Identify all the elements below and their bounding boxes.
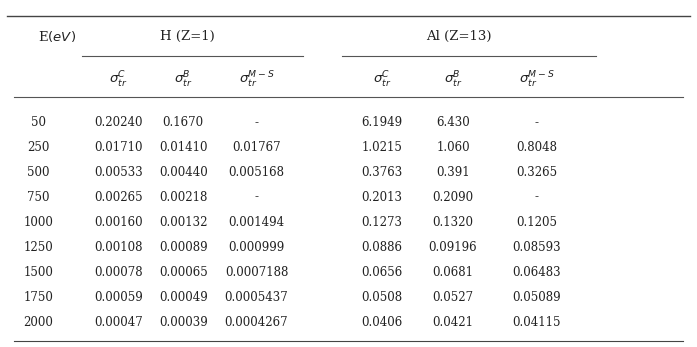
Text: 0.1273: 0.1273 xyxy=(362,215,402,229)
Text: 0.00049: 0.00049 xyxy=(159,290,208,304)
Text: 0.00218: 0.00218 xyxy=(159,191,208,204)
Text: 0.8048: 0.8048 xyxy=(516,141,557,154)
Text: 0.2013: 0.2013 xyxy=(362,191,402,204)
Text: 0.01767: 0.01767 xyxy=(232,141,281,154)
Text: 0.01410: 0.01410 xyxy=(159,141,208,154)
Text: 0.1320: 0.1320 xyxy=(433,215,473,229)
Text: 0.00265: 0.00265 xyxy=(94,191,143,204)
Text: 0.00160: 0.00160 xyxy=(94,215,143,229)
Text: -: - xyxy=(535,191,539,204)
Text: 0.00132: 0.00132 xyxy=(159,215,208,229)
Text: 0.04115: 0.04115 xyxy=(512,315,561,329)
Text: 0.0527: 0.0527 xyxy=(432,290,474,304)
Text: 0.2090: 0.2090 xyxy=(432,191,474,204)
Text: 0.0421: 0.0421 xyxy=(433,315,473,329)
Text: 0.0406: 0.0406 xyxy=(361,315,403,329)
Text: 0.00440: 0.00440 xyxy=(159,166,208,179)
Text: 1500: 1500 xyxy=(24,265,53,279)
Text: 0.05089: 0.05089 xyxy=(512,290,561,304)
Text: 0.09196: 0.09196 xyxy=(429,240,477,254)
Text: $\sigma_{tr}^{M-S}$: $\sigma_{tr}^{M-S}$ xyxy=(519,70,555,90)
Text: $\sigma_{tr}^{M-S}$: $\sigma_{tr}^{M-S}$ xyxy=(238,70,275,90)
Text: 0.0004267: 0.0004267 xyxy=(224,315,289,329)
Text: $\sigma_{tr}^{B}$: $\sigma_{tr}^{B}$ xyxy=(174,70,192,90)
Text: $\sigma_{tr}^{C}$: $\sigma_{tr}^{C}$ xyxy=(109,70,128,90)
Text: $\sigma_{tr}^{C}$: $\sigma_{tr}^{C}$ xyxy=(373,70,391,90)
Text: 0.00533: 0.00533 xyxy=(94,166,143,179)
Text: 0.08593: 0.08593 xyxy=(512,240,561,254)
Text: 0.00039: 0.00039 xyxy=(159,315,208,329)
Text: 1.0215: 1.0215 xyxy=(362,141,402,154)
Text: 0.00089: 0.00089 xyxy=(159,240,208,254)
Text: 250: 250 xyxy=(27,141,49,154)
Text: -: - xyxy=(254,191,259,204)
Text: 750: 750 xyxy=(27,191,49,204)
Text: 0.391: 0.391 xyxy=(436,166,470,179)
Text: H (Z=1): H (Z=1) xyxy=(160,30,215,43)
Text: 0.000999: 0.000999 xyxy=(229,240,284,254)
Text: 2000: 2000 xyxy=(24,315,53,329)
Text: 50: 50 xyxy=(31,116,46,129)
Text: Al (Z=13): Al (Z=13) xyxy=(427,30,492,43)
Text: $\sigma_{tr}^{B}$: $\sigma_{tr}^{B}$ xyxy=(444,70,462,90)
Text: 0.0508: 0.0508 xyxy=(361,290,403,304)
Text: 6.1949: 6.1949 xyxy=(361,116,403,129)
Text: 0.0007188: 0.0007188 xyxy=(225,265,288,279)
Text: -: - xyxy=(535,116,539,129)
Text: 1750: 1750 xyxy=(24,290,53,304)
Text: 0.3763: 0.3763 xyxy=(361,166,403,179)
Text: 0.00059: 0.00059 xyxy=(94,290,143,304)
Text: 1.060: 1.060 xyxy=(436,141,470,154)
Text: 0.1205: 0.1205 xyxy=(516,215,557,229)
Text: 0.0656: 0.0656 xyxy=(361,265,403,279)
Text: 0.005168: 0.005168 xyxy=(229,166,284,179)
Text: 0.06483: 0.06483 xyxy=(512,265,561,279)
Text: 0.00065: 0.00065 xyxy=(159,265,208,279)
Text: 500: 500 xyxy=(27,166,49,179)
Text: 0.1670: 0.1670 xyxy=(162,116,204,129)
Text: 1000: 1000 xyxy=(24,215,53,229)
Text: 0.00078: 0.00078 xyxy=(94,265,143,279)
Text: -: - xyxy=(254,116,259,129)
Text: 0.20240: 0.20240 xyxy=(94,116,143,129)
Text: 0.00108: 0.00108 xyxy=(94,240,143,254)
Text: 0.0005437: 0.0005437 xyxy=(224,290,289,304)
Text: 0.01710: 0.01710 xyxy=(94,141,143,154)
Text: 0.00047: 0.00047 xyxy=(94,315,143,329)
Text: E$(\mathit{eV})$: E$(\mathit{eV})$ xyxy=(38,29,77,44)
Text: 0.001494: 0.001494 xyxy=(229,215,284,229)
Text: 0.0886: 0.0886 xyxy=(362,240,402,254)
Text: 6.430: 6.430 xyxy=(436,116,470,129)
Text: 0.0681: 0.0681 xyxy=(433,265,473,279)
Text: 1250: 1250 xyxy=(24,240,53,254)
Text: 0.3265: 0.3265 xyxy=(516,166,558,179)
